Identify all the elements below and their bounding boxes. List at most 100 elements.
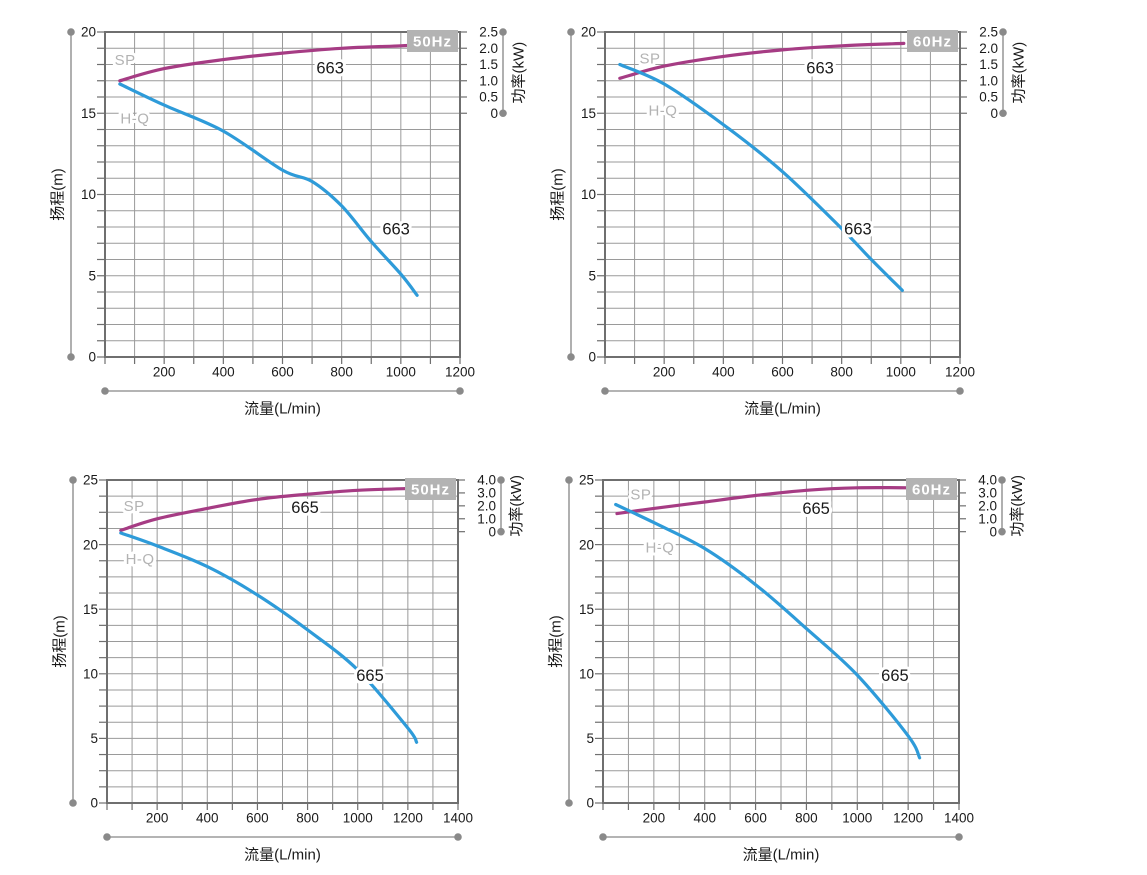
x-tick-label: 400 — [693, 811, 716, 826]
plot-border — [604, 31, 961, 358]
axis-dimension-lines — [67, 28, 507, 395]
power-tick-label: 1.0 — [979, 73, 998, 88]
power-tick-label: 2.0 — [978, 499, 997, 514]
power-axis-title: 功率(kW) — [510, 42, 527, 104]
flow-axis-title: 流量(L/min) — [244, 846, 321, 863]
hq-model-label: 663 — [844, 220, 872, 238]
x-axis-labels: 200 400 600 800 1000 1200 — [653, 365, 975, 380]
y-tick-label: 20 — [579, 537, 594, 552]
dimension-dot — [499, 109, 507, 118]
x-tick-label: 600 — [771, 365, 794, 380]
tick-marks — [597, 31, 967, 364]
hq-curve — [618, 62, 904, 292]
flow-axis-title: 流量(L/min) — [244, 400, 321, 417]
axis-dimension-lines — [567, 28, 1007, 395]
frequency-badge-text: 60Hz — [913, 33, 952, 50]
dimension-dot — [456, 387, 464, 395]
dimension-dot — [956, 387, 964, 395]
x-tick-label: 1000 — [386, 365, 416, 380]
hq-tag-label: H-Q — [120, 110, 149, 127]
flow-axis-title: 流量(L/min) — [744, 400, 821, 417]
y-tick-label: 10 — [579, 667, 594, 682]
hq-model-label: 665 — [881, 667, 909, 685]
x-tick-label: 200 — [653, 365, 676, 380]
plot-border — [106, 479, 459, 804]
power-axis-title: 功率(kW) — [508, 475, 525, 537]
x-tick-label: 1000 — [343, 811, 373, 826]
power-tick-label: 1.0 — [477, 511, 496, 526]
dimension-dot — [955, 833, 963, 841]
tick-marks — [595, 479, 966, 810]
sp-model-label: 665 — [802, 500, 830, 518]
power-axis-labels: 2.52.01.51.0 0.50 — [479, 25, 498, 121]
hq-tag-label: H-Q — [126, 551, 155, 568]
x-tick-label: 200 — [146, 811, 169, 826]
sp-model-label: 663 — [316, 60, 344, 78]
x-tick-label: 400 — [712, 365, 735, 380]
plot-border — [104, 31, 461, 358]
y-axis-labels: 0 5 10 15 20 — [81, 25, 96, 365]
y-tick-label: 20 — [581, 25, 596, 40]
y-tick-label: 15 — [581, 106, 596, 121]
plot-border — [602, 479, 960, 804]
power-tick-label: 1.0 — [479, 73, 498, 88]
x-tick-label: 1000 — [842, 811, 872, 826]
chart-665-50hz: 0 5 10 15 20 25 200 400 600 800 1000 1200 1400 4.03.0… — [51, 473, 525, 864]
sp-curve — [615, 485, 913, 516]
y-tick-label: 0 — [90, 796, 98, 811]
axis-dimension-lines — [69, 476, 505, 841]
frequency-badge-text: 50Hz — [413, 33, 452, 50]
y-tick-label: 10 — [581, 187, 596, 202]
head-axis-title: 扬程(m) — [51, 615, 68, 668]
sp-model-label: 665 — [291, 499, 319, 517]
power-tick-label: 0 — [989, 524, 997, 539]
x-tick-label: 200 — [153, 365, 176, 380]
frequency-badge: 50Hz — [405, 478, 456, 500]
sp-curve — [118, 43, 419, 83]
power-tick-label: 0 — [990, 106, 998, 121]
x-tick-label: 400 — [212, 365, 235, 380]
power-tick-label: 1.5 — [979, 57, 998, 72]
sp-tag-label: SP — [639, 50, 660, 67]
grid — [105, 32, 460, 357]
y-tick-label: 5 — [586, 731, 594, 746]
x-tick-label: 800 — [330, 365, 353, 380]
dimension-dot — [567, 353, 575, 361]
y-tick-label: 5 — [88, 268, 96, 283]
chart-663-60hz: 0 5 10 15 20 200 400 600 800 1000 1200 2.52.01.51.0… — [549, 25, 1027, 418]
dimension-dot — [998, 476, 1006, 484]
sp-tag-label: SP — [115, 52, 136, 69]
y-tick-label: 15 — [83, 602, 98, 617]
dimension-dot — [565, 476, 573, 484]
head-axis-title: 扬程(m) — [549, 168, 566, 221]
dimension-dot — [998, 527, 1006, 536]
dimension-dot — [999, 28, 1007, 36]
x-tick-label: 1400 — [443, 811, 473, 826]
dimension-dot — [101, 387, 109, 395]
dimension-dot — [497, 527, 505, 536]
x-axis-labels: 200 400 600 800 1000 1200 1400 — [643, 811, 974, 826]
y-tick-label: 25 — [579, 473, 594, 488]
power-axis-labels: 2.52.01.51.0 0.50 — [979, 25, 998, 121]
y-tick-label: 20 — [81, 25, 96, 40]
x-tick-label: 1200 — [393, 811, 423, 826]
frequency-badge-bg — [405, 478, 456, 500]
x-tick-label: 600 — [271, 365, 294, 380]
power-tick-label: 0 — [490, 106, 498, 121]
sp-tag-label: SP — [630, 486, 651, 503]
dimension-dot — [67, 353, 75, 361]
x-tick-label: 200 — [643, 811, 666, 826]
x-tick-label: 800 — [795, 811, 818, 826]
dimension-dot — [499, 28, 507, 36]
dimension-dot — [565, 799, 573, 807]
frequency-badge-text: 60Hz — [912, 481, 951, 498]
y-tick-label: 10 — [83, 667, 98, 682]
x-tick-label: 600 — [744, 811, 767, 826]
power-tick-label: 0.5 — [979, 90, 998, 105]
y-tick-label: 0 — [586, 796, 594, 811]
sp-curve — [618, 41, 906, 80]
grid — [603, 480, 959, 803]
power-tick-label: 2.5 — [979, 25, 998, 40]
chart-663-50hz: 0 5 10 15 20 200 400 600 800 1000 1200 2.52.01.51.0… — [49, 25, 527, 418]
